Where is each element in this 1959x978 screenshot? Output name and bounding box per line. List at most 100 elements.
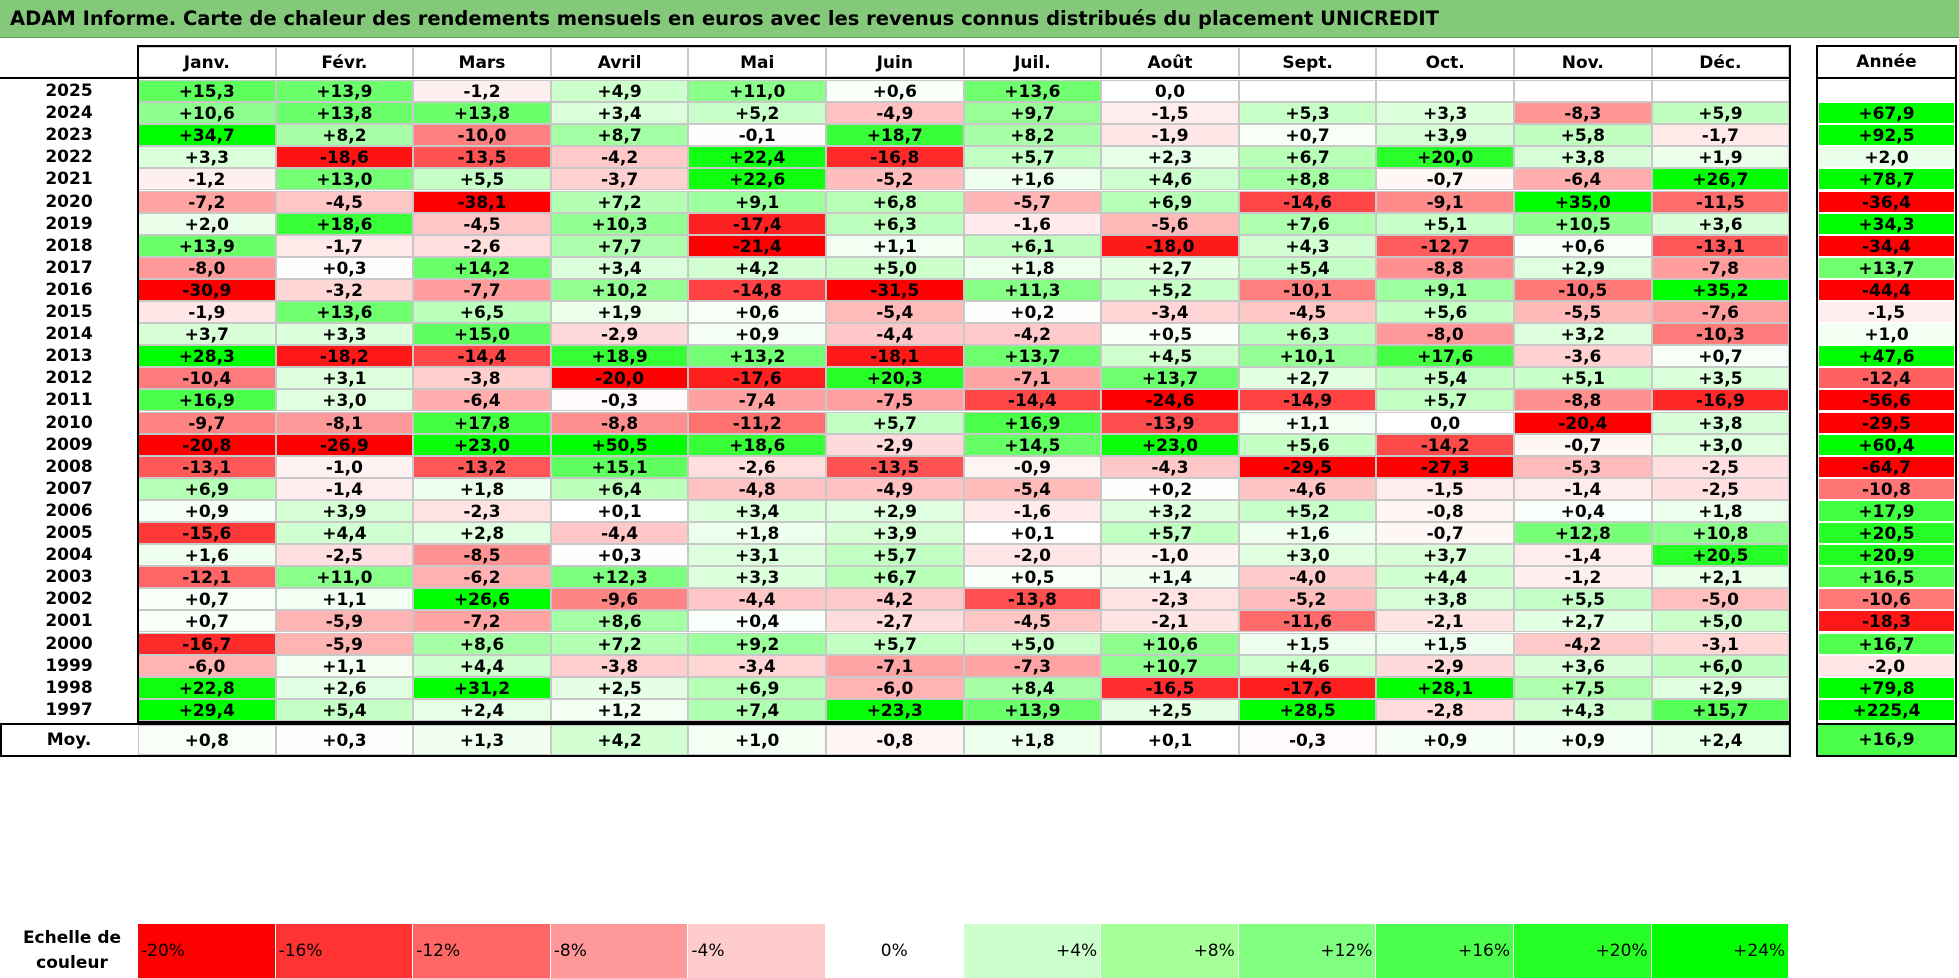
heatmap-cell: +5,2 [1238, 499, 1377, 522]
heatmap-cell: -13,9 [1101, 411, 1239, 434]
heatmap-cell: -5,9 [275, 632, 414, 655]
average-cell: +0,8 [138, 724, 276, 755]
legend-swatch: -20% [138, 924, 276, 978]
row-year-label: 2013 [45, 346, 93, 367]
annual-total-cell: -44,4 [1818, 278, 1955, 301]
heatmap-cell: -2,5 [275, 544, 414, 567]
heatmap-cell: -2,6 [688, 455, 826, 478]
heatmap-cell: -2,5 [1651, 455, 1790, 478]
heatmap-cell: -11,2 [688, 411, 826, 434]
heatmap-cell: +2,8 [413, 522, 551, 545]
heatmap-cell: +26,6 [413, 588, 551, 611]
heatmap-cell: +13,6 [963, 80, 1102, 103]
heatmap-cell: +15,7 [1651, 698, 1790, 721]
heatmap-cell: +3,9 [1376, 124, 1514, 147]
heatmap-cell: +4,6 [1238, 654, 1377, 677]
heatmap-cell: +3,0 [275, 389, 414, 412]
heatmap-cell: +9,7 [963, 102, 1102, 125]
heatmap-cell: +3,1 [688, 544, 826, 567]
heatmap-cell: -7,6 [1651, 301, 1790, 324]
heatmap-cell: -1,6 [963, 499, 1102, 522]
heatmap-cell: +6,9 [1101, 190, 1239, 213]
heatmap-cell: +2,7 [1101, 256, 1239, 279]
legend-title-line1: Echelle de [22, 928, 122, 948]
heatmap-cell: +18,7 [826, 124, 964, 147]
month-header: Mai [688, 47, 826, 77]
heatmap-cell: -6,2 [413, 566, 551, 589]
heatmap-cell: -4,5 [963, 610, 1102, 633]
heatmap-cell: -8,8 [1376, 256, 1514, 279]
annual-total-cell: -10,8 [1818, 477, 1955, 500]
legend-swatch: +8% [1101, 924, 1239, 978]
heatmap-cell: -4,4 [826, 323, 964, 346]
heatmap-cell: +2,1 [1651, 566, 1790, 589]
legend-swatch: -4% [688, 924, 826, 978]
heatmap-cell: -2,5 [1651, 477, 1790, 500]
heatmap-cell: +9,2 [688, 632, 826, 655]
heatmap-cell: -5,3 [1514, 455, 1652, 478]
row-year-label: 2025 [45, 81, 93, 101]
heatmap-cell: +4,2 [688, 256, 826, 279]
heatmap-cell: +17,6 [1376, 345, 1514, 368]
heatmap-cell: +29,4 [138, 698, 276, 721]
heatmap-cell: +6,7 [1238, 146, 1377, 169]
row-year-label: 2023 [45, 125, 93, 146]
annual-total-cell: -34,4 [1818, 234, 1955, 257]
row-year-label: 2000 [45, 633, 93, 654]
heatmap-cell: +5,6 [1238, 433, 1377, 456]
heatmap-cell: -4,4 [688, 588, 826, 611]
heatmap-cell: +3,9 [826, 522, 964, 545]
legend-swatch: +16% [1376, 924, 1514, 978]
row-year-label: 1999 [45, 655, 93, 676]
heatmap-cell: +3,3 [688, 566, 826, 589]
heatmap-cell: +10,5 [1514, 212, 1652, 235]
row-year-label: 2009 [45, 434, 93, 455]
annual-average-rule [1816, 722, 1957, 725]
heatmap-cell: +3,2 [1101, 499, 1239, 522]
heatmap-cell: +5,9 [1651, 102, 1790, 125]
heatmap-cell: +11,3 [963, 278, 1102, 301]
heatmap-cell: +10,6 [1101, 632, 1239, 655]
heatmap-cell [1514, 80, 1652, 103]
annual-total-cell: +16,5 [1818, 566, 1955, 589]
annual-total-cell: -29,5 [1818, 411, 1955, 434]
row-year-label: 2011 [45, 390, 93, 411]
heatmap-cell: +1,1 [275, 588, 414, 611]
heatmap-cell: +5,0 [1651, 610, 1790, 633]
month-header: Janv. [138, 47, 276, 77]
heatmap-cell: -2,8 [1376, 698, 1514, 721]
heatmap-cell: +18,6 [275, 212, 414, 235]
heatmap-cell: +5,4 [275, 698, 414, 721]
heatmap-cell: +13,8 [413, 102, 551, 125]
heatmap-cell: -2,0 [963, 544, 1102, 567]
heatmap-cell: -13,5 [826, 455, 964, 478]
legend-swatch: -8% [550, 924, 689, 978]
heatmap-cell: -8,5 [413, 544, 551, 567]
heatmap-cell: +5,7 [963, 146, 1102, 169]
heatmap-cell: -0,7 [1514, 433, 1652, 456]
legend-swatch: +4% [963, 924, 1102, 978]
heatmap-cell: -7,3 [963, 654, 1102, 677]
annual-total-cell: +20,5 [1818, 522, 1955, 545]
heatmap-cell: -9,7 [138, 411, 276, 434]
legend-swatch: +20% [1514, 924, 1652, 978]
heatmap-cell: +2,7 [1514, 610, 1652, 633]
heatmap-cell: -3,8 [413, 367, 551, 390]
annual-total-cell: +16,7 [1818, 632, 1955, 655]
heatmap-cell [1651, 80, 1790, 103]
month-header: Mars [413, 47, 551, 77]
header-rule [0, 77, 1792, 79]
heatmap-cell: -3,2 [275, 278, 414, 301]
heatmap-cell: -14,9 [1238, 389, 1377, 412]
heatmap-cell: +6,1 [963, 234, 1102, 257]
heatmap-cell: +1,9 [1651, 146, 1790, 169]
heatmap-cell: -17,6 [688, 367, 826, 390]
heatmap-cell: -4,4 [550, 522, 689, 545]
heatmap-cell: +0,9 [138, 499, 276, 522]
heatmap-cell: +28,5 [1238, 698, 1377, 721]
heatmap-cell: -9,6 [550, 588, 689, 611]
heatmap-cell: -5,2 [826, 168, 964, 191]
heatmap-cell: +10,2 [550, 278, 689, 301]
legend-title: Echelle de couleur [8, 926, 136, 976]
heatmap-cell: +13,9 [138, 234, 276, 257]
